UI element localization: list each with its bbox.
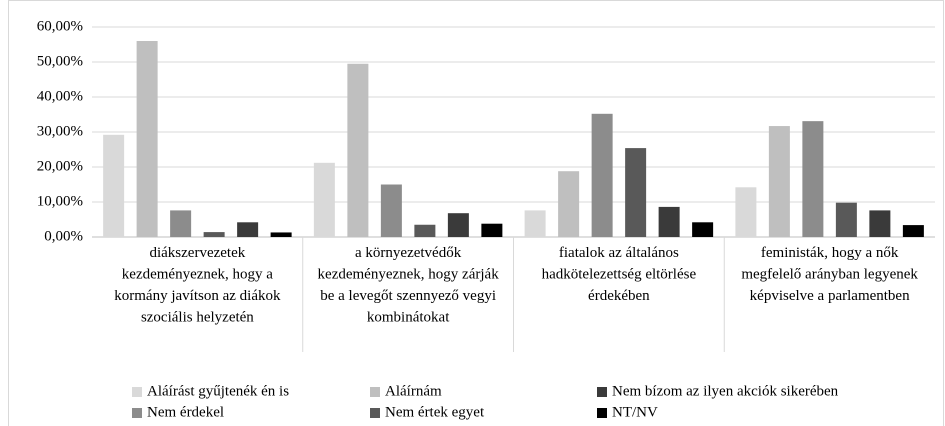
bar — [347, 63, 369, 237]
label-line: kezdeményeznek, hogy zárják — [318, 267, 500, 283]
y-tick-label: 10,00% — [37, 193, 83, 209]
bar — [558, 171, 580, 237]
bar — [869, 210, 891, 237]
label-line: feministák, hogy a nők — [761, 245, 899, 261]
label-line: diákszervezetek — [149, 245, 245, 261]
bar — [591, 113, 613, 237]
label-line: be a levegőt szennyező vegyi — [320, 288, 496, 304]
bar — [902, 225, 924, 237]
legend-swatch — [370, 408, 380, 418]
x-tick-label: feministák, hogy a nők megfelelő arányban… — [741, 245, 918, 304]
bar — [768, 126, 790, 237]
label-line: a környezetvédők — [355, 245, 462, 261]
bar — [835, 202, 857, 237]
label-line: képviselve a parlamentben — [750, 288, 910, 304]
y-tick-label: 50,00% — [37, 53, 83, 69]
bar — [447, 213, 469, 237]
label-line: fiatalok az általános — [559, 245, 679, 261]
bar — [103, 134, 125, 237]
bar — [237, 222, 259, 237]
label-line: kezdeményeznek, hogy a — [122, 267, 274, 283]
bar — [692, 222, 714, 237]
bar — [414, 224, 436, 237]
x-tick-label: diákszervezetek kezdeményeznek, hogy a kor… — [114, 245, 281, 326]
label-line: megfelelő arányban legyenek — [741, 267, 918, 283]
y-tick-label: 30,00% — [37, 123, 83, 139]
y-tick-label: 60,00% — [37, 18, 83, 34]
bar — [170, 210, 192, 237]
label-line: érdekében — [588, 288, 650, 304]
legend-swatch — [597, 387, 607, 397]
legend-label: Nem értek egyet — [385, 404, 485, 420]
bar — [658, 206, 680, 237]
bar — [735, 187, 757, 237]
chart-frame — [8, 0, 944, 426]
label-line: kombinátokat — [367, 310, 450, 326]
label-line: szociális helyzetén — [141, 310, 254, 326]
y-tick-label: 20,00% — [37, 158, 83, 174]
label-line: hadkötelezettség eltörlése — [542, 267, 697, 283]
legend-label: Nem érdekel — [147, 404, 224, 420]
legend-swatch — [597, 408, 607, 418]
legend-label: Nem bízom az ilyen akciók sikerében — [612, 383, 839, 399]
bar — [625, 148, 647, 237]
bar — [802, 121, 824, 237]
y-tick-label: 0,00% — [44, 228, 83, 244]
bar — [203, 232, 225, 237]
bar — [380, 184, 402, 237]
bar — [481, 223, 503, 237]
bar — [136, 41, 158, 237]
bar — [270, 232, 292, 237]
x-tick-label: fiatalok az általános hadkötelezettség el… — [542, 245, 697, 304]
bar — [313, 162, 335, 237]
legend-swatch — [370, 387, 380, 397]
y-tick-label: 40,00% — [37, 88, 83, 104]
legend-swatch — [132, 387, 142, 397]
legend-swatch — [132, 408, 142, 418]
legend-label: Aláírást gyűjtenék én is — [147, 383, 289, 399]
legend-label: NT/NV — [612, 404, 658, 420]
bar — [524, 210, 546, 237]
legend-label: Aláírnám — [385, 383, 442, 399]
x-tick-label: a környezetvédők kezdeményeznek, hogy zár… — [318, 245, 500, 326]
label-line: kormány javítson az diákok — [114, 288, 281, 304]
